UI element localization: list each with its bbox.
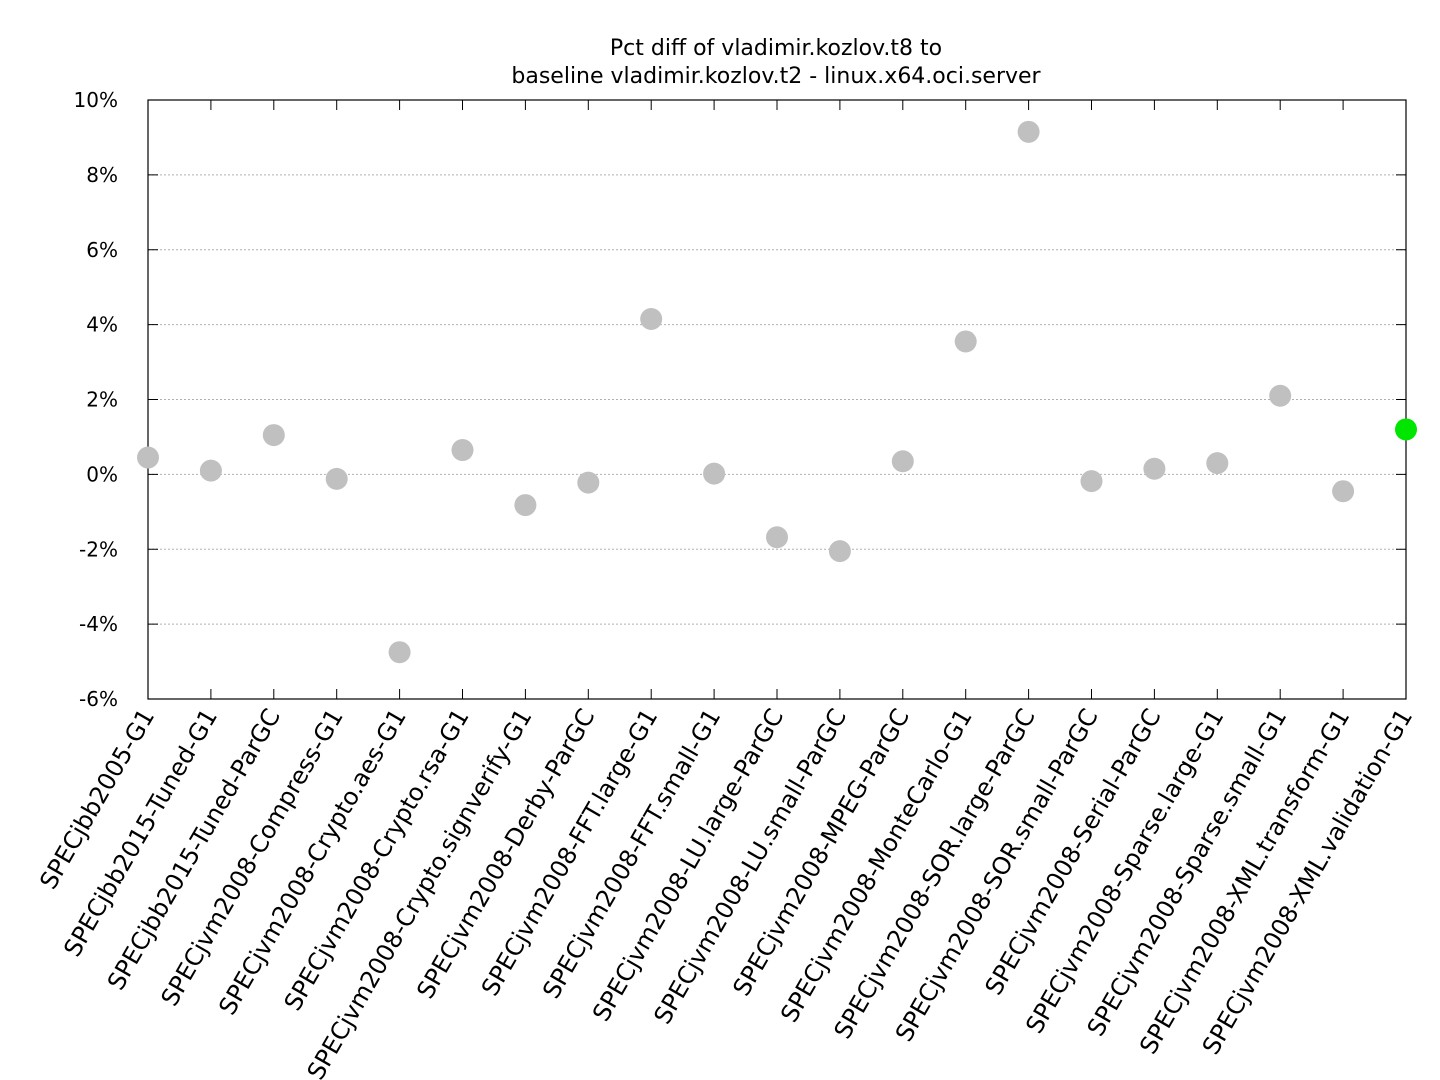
data-point — [1332, 480, 1355, 503]
y-tick-label: 0% — [86, 462, 118, 486]
y-tick-label: 4% — [86, 313, 118, 337]
data-point — [828, 540, 851, 563]
data-point — [451, 439, 474, 462]
chart-title-line-1: Pct diff of vladimir.kozlov.t8 to — [610, 36, 942, 61]
y-tick-label: 8% — [86, 163, 118, 187]
data-point — [1017, 120, 1040, 143]
y-tick-label: -2% — [79, 537, 118, 561]
data-point — [1080, 470, 1103, 493]
data-point — [325, 467, 348, 490]
x-axis: SPECjbb2005-G1SPECjbb2015-Tuned-G1SPECjb… — [34, 100, 1418, 1080]
data-points — [137, 120, 1417, 664]
data-point — [388, 641, 411, 664]
data-point — [891, 450, 914, 473]
data-point — [137, 446, 159, 469]
data-point — [199, 459, 222, 482]
chart-title-line-2: baseline vladimir.kozlov.t2 - linux.x64.… — [511, 64, 1041, 89]
data-point — [954, 330, 977, 353]
data-point — [577, 471, 600, 494]
data-point — [766, 526, 788, 549]
data-point — [262, 424, 285, 447]
data-point — [1206, 452, 1229, 475]
y-tick-label: -6% — [79, 687, 118, 711]
y-tick-label: -4% — [79, 612, 118, 636]
data-point — [514, 494, 537, 517]
data-point — [1269, 384, 1292, 407]
y-axis: -6% -4% -2% 0% 2% 4% 6% 8% 10% — [74, 88, 1406, 711]
data-point — [703, 462, 726, 485]
grid-layer — [148, 174, 1406, 625]
y-tick-label: 2% — [86, 388, 118, 412]
y-tick-label: 10% — [74, 88, 118, 112]
data-point — [640, 308, 663, 331]
y-tick-label: 6% — [86, 238, 118, 262]
data-point — [1395, 418, 1417, 441]
x-category-label: SPECjbb2005-G1 — [34, 704, 160, 894]
data-point — [1143, 457, 1166, 480]
